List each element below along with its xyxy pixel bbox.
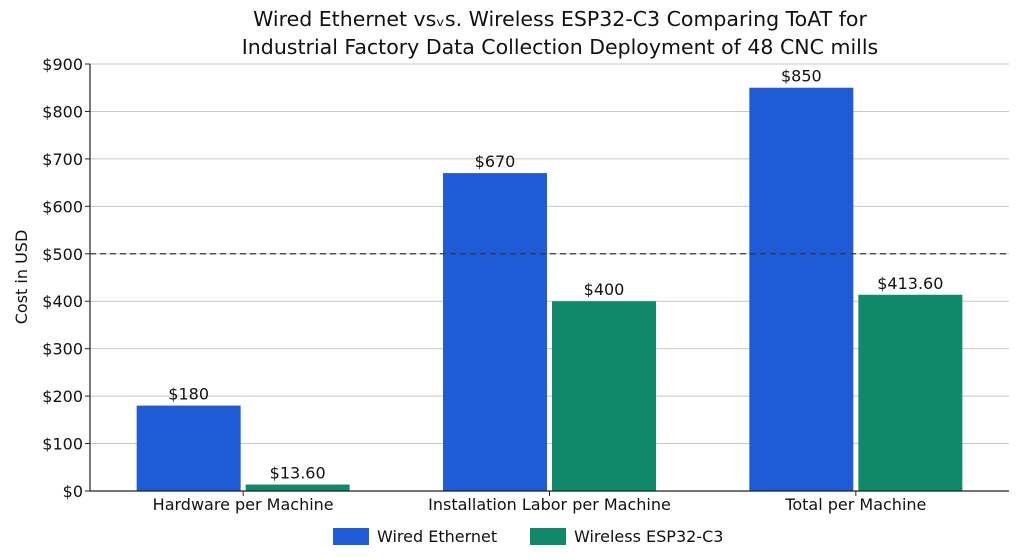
y-tick-label: $500 [42,245,83,264]
data-labels: $180 $13.60 $670 $400 $850 $413.60 [90,67,1009,483]
chart-title-line1: Wired Ethernet vsᵥs. Wireless ESP32-C3 C… [253,7,867,31]
y-tick-label: $200 [42,387,83,406]
data-label: $413.60 [877,274,943,293]
y-axis-label: Cost in USD [12,230,31,325]
axes: $0 $100 $200 $300 $400 $500 $600 $700 $800 $900 Ha… [42,55,1009,514]
bar-wireless-2 [858,294,963,491]
x-tick-label: Installation Labor per Machine [428,495,671,514]
y-tick-label: $100 [42,435,83,454]
bar-wireless-0 [245,484,350,491]
bar-wireless-1 [552,301,656,491]
legend-swatch [333,528,369,545]
data-label: $670 [475,152,516,171]
bar-wired-2 [749,87,854,491]
y-tick-label: $400 [42,292,83,311]
data-label: $850 [781,67,822,86]
legend: Wired Ethernet Wireless ESP32-C3 [333,527,723,546]
bar-wired-0 [136,405,241,491]
legend-swatch [530,528,566,545]
y-tick-label: $300 [42,340,83,359]
bars [136,87,963,491]
chart-title-line2: Industrial Factory Data Collection Deplo… [242,35,878,59]
y-tick-label: $0 [63,482,83,501]
data-label: $180 [168,385,209,404]
legend-label: Wireless ESP32-C3 [574,527,723,546]
data-label: $400 [584,280,625,299]
y-tick-label: $600 [42,197,83,216]
data-label: $13.60 [270,464,326,483]
y-tick-label: $900 [42,55,83,74]
x-tick-label: Total per Machine [784,495,926,514]
bar-wired-1 [443,173,547,491]
y-tick-label: $800 [42,102,83,121]
y-tick-label: $700 [42,150,83,169]
x-tick-label: Hardware per Machine [153,495,334,514]
legend-label: Wired Ethernet [377,527,497,546]
